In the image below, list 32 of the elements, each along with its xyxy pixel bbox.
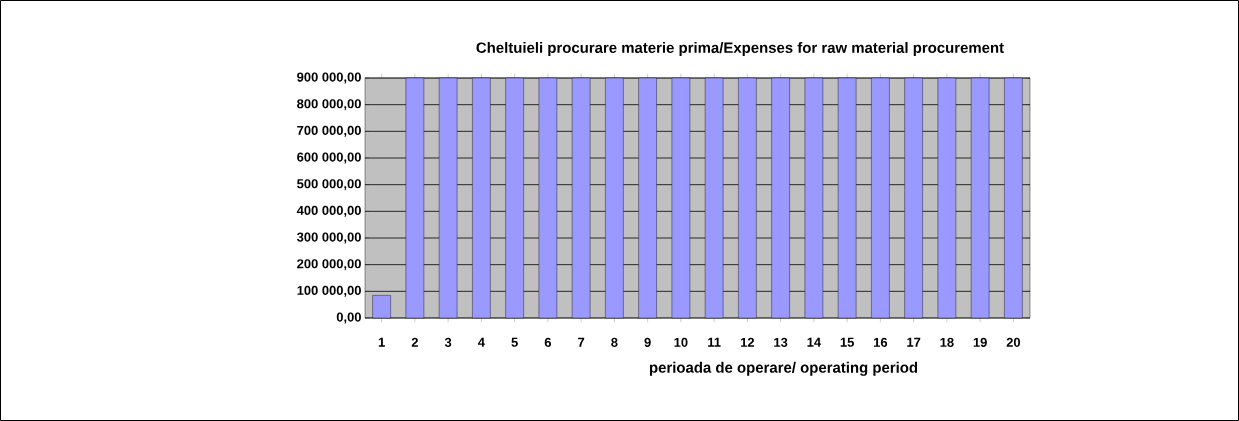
y-tick-label: 200 000,00 xyxy=(297,259,361,271)
y-tick-label: 300 000,00 xyxy=(296,232,361,244)
x-tick-label: 4 xyxy=(477,337,485,347)
y-tick-label: 600 000,00 xyxy=(297,152,361,164)
x-tick-label: 6 xyxy=(544,337,552,347)
x-tick-label: 8 xyxy=(611,337,618,347)
y-tick-label: 500 000,00 xyxy=(297,179,361,191)
x-tick-label: 20 xyxy=(1006,337,1021,347)
x-tick-label: 7 xyxy=(578,337,585,347)
y-tick-label: 400 000,00 xyxy=(296,205,361,217)
x-axis-title: perioada de operare/ operating period xyxy=(649,361,918,376)
x-tick-label: 15 xyxy=(840,337,854,347)
x-tick-label: 12 xyxy=(740,337,755,347)
x-tick-label: 3 xyxy=(444,337,452,347)
y-tick-label: 700 000,00 xyxy=(297,125,361,137)
x-tick-label: 5 xyxy=(511,337,518,347)
x-tick-label: 19 xyxy=(973,337,987,347)
x-tick-label: 11 xyxy=(708,337,721,347)
x-tick-label: 18 xyxy=(940,337,954,347)
y-tick-label: 900 000,00 xyxy=(297,72,361,84)
x-tick-label: 14 xyxy=(807,337,822,347)
y-tick-label: 0,00 xyxy=(336,312,361,324)
x-tick-label: 17 xyxy=(907,337,921,347)
x-tick-label: 9 xyxy=(644,337,651,347)
x-tick-label: 13 xyxy=(774,337,788,347)
y-tick-label: 800 000,00 xyxy=(297,99,361,111)
x-tick-label: 2 xyxy=(411,337,418,347)
y-tick-label: 100 000,00 xyxy=(297,285,361,297)
x-tick-label: 10 xyxy=(674,337,688,347)
chart-title: Cheltuieli procurare materie prima/Expenses for raw material procurement xyxy=(476,42,1004,56)
x-tick-label: 16 xyxy=(873,337,888,347)
x-tick-label: 1 xyxy=(378,337,385,347)
